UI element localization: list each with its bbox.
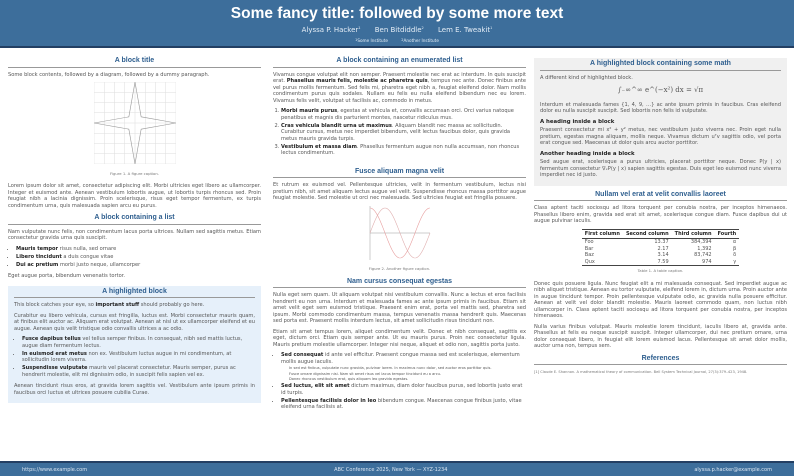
block-title: A block title xyxy=(8,57,261,68)
list-item: Sed luctus, elit sit amet dictum maximus… xyxy=(281,383,526,396)
block-title: Nam cursus consequat egestas xyxy=(273,278,526,288)
block-title: Fusce aliquam magna velit xyxy=(273,168,526,178)
equation: ∫₋∞^∞ e^(−x²) dx = √π xyxy=(617,86,704,94)
table-row: Bar 2.17 1,392 β xyxy=(584,245,737,252)
email-link[interactable]: alyssa.p.hacker@example.com xyxy=(694,466,772,473)
block-title: A block containing a list xyxy=(8,214,261,225)
author: Alyssa P. Hacker1 xyxy=(301,26,361,34)
block-title: A highlighted block xyxy=(14,286,255,298)
list-item: Pellentesque facilisis dolor in leo bibe… xyxy=(281,398,526,411)
column-1: A block title Some block contents, follo… xyxy=(8,57,261,403)
author-list: Alyssa P. Hacker1 Ben Bitdiddle2 Lem E. … xyxy=(0,26,794,34)
table-row: Qux 7.59 974 γ xyxy=(584,258,737,265)
column-2: A block containing an enumerated list Vi… xyxy=(273,57,526,416)
author: Lem E. Tweakit1 xyxy=(437,26,493,34)
website-link[interactable]: https://www.example.com xyxy=(22,466,88,473)
list-item: Vestibulum et massa diam. Phasellus ferm… xyxy=(281,144,526,157)
poster-header: Some fancy title: followed by some more … xyxy=(0,0,794,48)
column-3: A highlighted block containing some math… xyxy=(534,58,787,374)
data-table: First column Second column Third column Fou… xyxy=(581,228,740,266)
list-item: Sed consequat id ante vel efficitur. Pra… xyxy=(281,352,526,382)
author: Ben Bitdiddle2 xyxy=(374,26,424,34)
figure-1 xyxy=(8,81,261,167)
table-row: Foo 13.37 384,394 α xyxy=(584,239,737,245)
star-diagram xyxy=(93,81,176,165)
reference: [1] Claude E. Shannon. A mathematical th… xyxy=(534,370,748,374)
sub-item: Donec rhoncus vestibulum erat, quis aliq… xyxy=(289,377,409,382)
sub-heading: A heading inside a block xyxy=(540,118,615,125)
list-item: Cras vehicula blandit urna ut maximus. A… xyxy=(281,123,526,143)
enumerated-list: Morbi mauris purus, egestas at vehicula … xyxy=(281,108,526,157)
conference-info: ABC Conference 2025, New York — XYZ-1234 xyxy=(334,466,448,473)
sine-plot xyxy=(369,205,430,260)
sub-item: Fusce ornare dignissim nisi. Nam sit ame… xyxy=(289,371,442,376)
poster-title: Some fancy title: followed by some more … xyxy=(230,5,564,22)
block-title: References xyxy=(534,355,787,365)
affiliations: 1Some Institute 2Another Institute xyxy=(355,38,439,43)
list-item: In euismod erat metus non ex. Vestibulum… xyxy=(22,351,255,364)
highlighted-block: A highlighted block This block catches y… xyxy=(8,285,261,403)
sub-item: In sed est finibus, vulputate nunc gravi… xyxy=(289,366,492,370)
sub-heading: Another heading inside a block xyxy=(540,150,635,157)
math-block: A highlighted block containing some math… xyxy=(534,58,787,186)
figure-2 xyxy=(273,205,526,263)
list-item: Fusce dapibus tellus vel tellus semper f… xyxy=(22,336,255,349)
block-title: A highlighted block containing some math xyxy=(540,58,781,71)
list-item: Suspendisse vulputate mauris vel placera… xyxy=(22,365,255,378)
list-item: Mauris tempor risus nulla, sed ornare xyxy=(16,246,261,253)
poster-footer: https://www.example.com ABC Conference 2… xyxy=(0,461,794,476)
list-item: Dui ac pretium morbi justo neque, ullamc… xyxy=(16,262,261,269)
list: Mauris tempor risus nulla, sed ornare Li… xyxy=(16,246,261,269)
list-item: Morbi mauris purus, egestas at vehicula … xyxy=(281,108,526,121)
block-title: Nullam vel erat at velit convallis laore… xyxy=(534,191,787,201)
block-title: A block containing an enumerated list xyxy=(273,57,526,68)
table-row: Baz 3.14 83,742 δ xyxy=(584,252,737,258)
list-item: Libero tincidunt a duis congue vitae xyxy=(16,254,261,261)
